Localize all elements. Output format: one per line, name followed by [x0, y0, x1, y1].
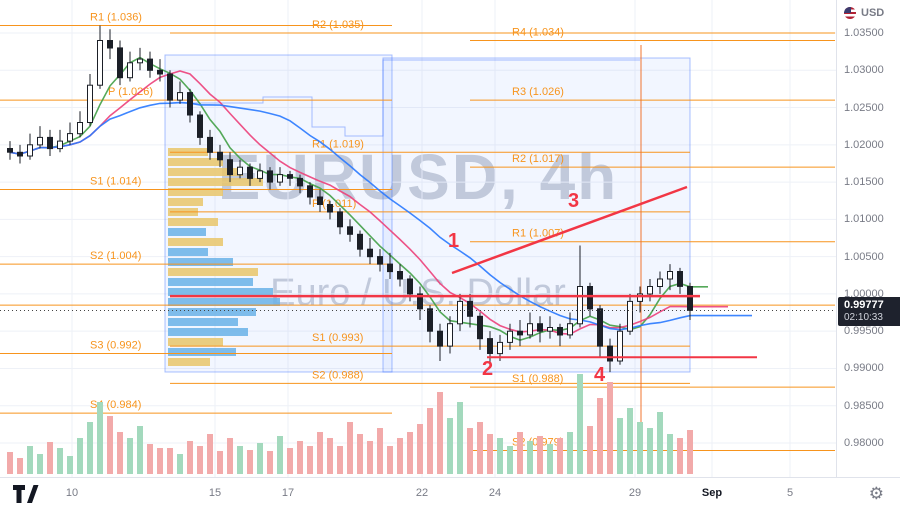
svg-text:2: 2: [482, 358, 493, 380]
price-tick: 1.01000: [844, 213, 884, 226]
time-tick: 15: [208, 487, 222, 499]
quote-currency-selector[interactable]: USD: [844, 7, 884, 19]
price-tick: 0.99500: [844, 325, 884, 338]
time-tick: 29: [628, 487, 642, 499]
time-axis[interactable]: ⚙ 10 15 17 22 24 29 Sep 5: [0, 477, 900, 510]
price-tick: 0.98000: [844, 437, 884, 449]
bar-countdown: 02:10:33: [844, 311, 883, 323]
current-price-badge: 0.99777 02:10:33: [838, 296, 900, 326]
svg-text:3: 3: [568, 190, 579, 212]
moving-averages: [9, 56, 752, 341]
svg-text:R1 (1.036): R1 (1.036): [90, 12, 142, 24]
time-tick: 17: [281, 487, 295, 499]
price-tick: 1.01500: [844, 176, 884, 189]
svg-text:R3 (1.026): R3 (1.026): [512, 86, 564, 98]
svg-text:R1 (1.019): R1 (1.019): [312, 138, 364, 150]
svg-text:P (1.011): P (1.011): [312, 198, 356, 210]
price-tick: 1.03000: [844, 64, 884, 77]
candlestick-series: [7, 25, 693, 373]
tradingview-logo[interactable]: [12, 484, 39, 510]
svg-text:S1 (1.014): S1 (1.014): [90, 176, 141, 188]
usd-flag-icon: [844, 7, 856, 19]
svg-text:4: 4: [594, 364, 606, 386]
trend-drawings: 1 2 3 4: [170, 185, 757, 386]
svg-text:S1 (0.993): S1 (0.993): [312, 332, 363, 344]
quote-currency-label: USD: [861, 7, 885, 19]
chart-area[interactable]: EURUSD, 4h Euro / U.S. Dollar R1 (1.036)…: [0, 0, 836, 477]
time-tick: Sep: [701, 487, 723, 499]
time-tick: 5: [786, 487, 794, 499]
svg-text:S3 (0.992): S3 (0.992): [90, 340, 141, 352]
current-price-value: 0.99777: [844, 298, 884, 311]
price-tick: 1.02000: [844, 138, 884, 151]
svg-text:P (1.026): P (1.026): [108, 86, 153, 98]
svg-text:R2 (1.017): R2 (1.017): [512, 153, 564, 165]
svg-text:S2 (1.004): S2 (1.004): [90, 250, 141, 262]
price-tick: 1.02500: [844, 101, 884, 114]
pivot-levels: R1 (1.036) R2 (1.035) R4 (1.034) P (1.026) R…: [0, 12, 835, 456]
price-tick: 0.98500: [844, 399, 884, 412]
chart-canvas[interactable]: R1 (1.036) R2 (1.035) R4 (1.034) P (1.026) R…: [0, 0, 836, 477]
settings-gear-icon[interactable]: ⚙: [868, 484, 884, 503]
time-tick: 22: [415, 487, 429, 499]
price-axis[interactable]: USD 1.03500 1.03000 1.02500 1.02000 1.01500 1…: [836, 0, 900, 477]
price-tick: 1.03500: [844, 27, 884, 39]
svg-text:S2 (0.988): S2 (0.988): [312, 369, 363, 381]
price-tick: 0.99000: [844, 362, 884, 375]
grid-lines: [0, 0, 836, 477]
svg-text:R2 (1.035): R2 (1.035): [312, 19, 364, 31]
volume-bars: [7, 374, 693, 474]
time-tick: 10: [65, 487, 79, 499]
price-tick: 1.00500: [844, 250, 884, 263]
svg-text:S1 (0.988): S1 (0.988): [512, 373, 563, 385]
svg-text:1: 1: [448, 230, 459, 252]
time-tick: 24: [488, 487, 502, 499]
svg-text:R4 (1.034): R4 (1.034): [512, 26, 564, 38]
